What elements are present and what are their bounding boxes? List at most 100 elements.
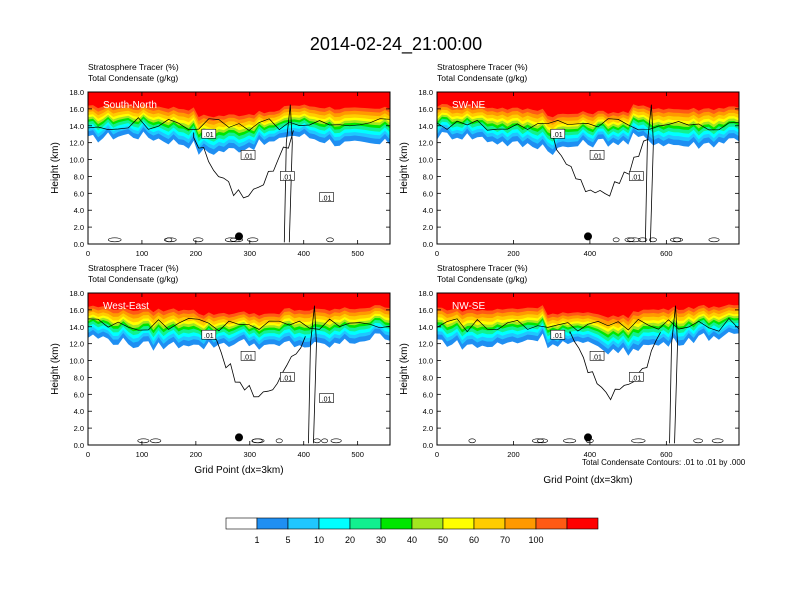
contour-label: .01 <box>201 128 217 139</box>
location-marker <box>235 232 243 241</box>
condensate-contours <box>437 104 739 243</box>
svg-text:.01: .01 <box>592 354 602 361</box>
x-tick-label: 0 <box>86 249 90 258</box>
x-tick-label: 0 <box>435 249 439 258</box>
x-tick-label: 0 <box>86 450 90 459</box>
x-tick-label: 300 <box>244 450 257 459</box>
colorbar-swatch <box>349 517 382 530</box>
svg-text:.01: .01 <box>631 375 641 382</box>
y-tick-label: 14.0 <box>69 122 84 131</box>
svg-text:.01: .01 <box>553 333 563 340</box>
colorbar-label: 40 <box>407 535 417 545</box>
y-tick-label: 10.0 <box>418 357 433 366</box>
y-tick-label: 4.0 <box>74 206 84 215</box>
svg-text:.01: .01 <box>204 333 214 340</box>
condensate-contours <box>88 305 390 444</box>
contour-label: .01 <box>280 171 295 181</box>
location-marker <box>584 433 592 442</box>
y-tick-label: 8.0 <box>74 373 84 382</box>
y-tick-label: 6.0 <box>423 189 433 198</box>
x-tick-label: 400 <box>297 450 310 459</box>
y-axis-label: Height (km) <box>50 343 61 395</box>
contour-label: .01 <box>319 192 334 203</box>
y-tick-label: 18.0 <box>418 289 433 298</box>
y-tick-label: 6.0 <box>423 390 433 399</box>
location-marker <box>584 232 592 241</box>
panel-title-condensate: Total Condensate (g/kg) <box>88 274 178 284</box>
x-tick-label: 300 <box>244 249 257 258</box>
x-tick-label: 400 <box>297 249 310 258</box>
contour-label: .01 <box>319 393 334 404</box>
x-axis-label: Grid Point (dx=3km) <box>194 465 283 476</box>
x-tick-label: 600 <box>660 450 673 459</box>
y-tick-label: 2.0 <box>423 424 433 433</box>
panel-label: South-North <box>103 100 157 111</box>
svg-text:.01: .01 <box>592 153 602 160</box>
colorbar-swatch <box>504 517 537 530</box>
y-tick-label: 12.0 <box>69 139 84 148</box>
svg-text:.01: .01 <box>243 153 253 160</box>
panel-title-tracer: Stratosphere Tracer (%) <box>88 62 179 72</box>
x-tick-label: 500 <box>351 249 364 258</box>
tracer-level-11 <box>437 92 739 118</box>
panel-title-condensate: Total Condensate (g/kg) <box>88 73 178 83</box>
contour-label: .01 <box>589 150 605 160</box>
panel-nw-se: .01 .01 .01 NW-SE Stratosphere Tracer (%)Tot… <box>399 263 740 486</box>
tracer-field <box>437 293 739 445</box>
colorbar-label: 20 <box>345 535 355 545</box>
colorbar-label: 10 <box>314 535 324 545</box>
plot-frame <box>436 292 740 446</box>
x-tick-label: 100 <box>136 249 149 258</box>
x-tick-label: 500 <box>351 450 364 459</box>
colorbar-label: 70 <box>500 535 510 545</box>
x-tick-label: 200 <box>507 249 520 258</box>
tracer-level-11 <box>437 293 739 319</box>
y-tick-label: 10.0 <box>69 357 84 366</box>
y-tick-label: 12.0 <box>418 340 433 349</box>
x-axis-label: Grid Point (dx=3km) <box>543 475 632 486</box>
svg-text:.01: .01 <box>322 397 332 404</box>
y-axis-label: Height (km) <box>399 343 410 395</box>
y-tick-label: 12.0 <box>418 139 433 148</box>
colorbar-swatch <box>535 517 568 530</box>
panel-label: SW-NE <box>452 100 485 111</box>
svg-text:.01: .01 <box>282 174 292 181</box>
contour-label: .01 <box>201 329 217 340</box>
svg-text:.01: .01 <box>553 132 563 139</box>
y-tick-label: 16.0 <box>69 306 84 315</box>
colorbar-swatch <box>256 517 289 530</box>
colorbar-label: 60 <box>469 535 479 545</box>
contour-label: .01 <box>629 372 644 382</box>
y-tick-label: 2.0 <box>74 424 84 433</box>
y-tick-label: 12.0 <box>69 340 84 349</box>
location-marker <box>235 433 243 442</box>
colorbar-label: 50 <box>438 535 448 545</box>
tracer-level-11 <box>88 293 390 316</box>
svg-text:.01: .01 <box>243 354 253 361</box>
tracer-field <box>88 293 390 445</box>
y-tick-label: 16.0 <box>418 105 433 114</box>
svg-text:.01: .01 <box>204 132 214 139</box>
colorbar-swatch <box>318 517 351 530</box>
panel-title-tracer: Stratosphere Tracer (%) <box>437 62 528 72</box>
contour-label: .01 <box>240 150 256 160</box>
tracer-field <box>437 92 739 244</box>
colorbar-swatch <box>442 517 475 530</box>
x-tick-label: 200 <box>190 450 203 459</box>
y-tick-label: 8.0 <box>423 172 433 181</box>
contour-note: Total Condensate Contours: .01 to .01 by… <box>582 458 746 467</box>
y-tick-label: 16.0 <box>418 306 433 315</box>
plot-frame <box>87 91 391 245</box>
contour-label: .01 <box>550 329 566 340</box>
y-axis-label: Height (km) <box>399 142 410 194</box>
contour-label: .01 <box>629 171 644 181</box>
svg-text:.01: .01 <box>322 196 332 203</box>
colorbar-label: 1 <box>254 535 259 545</box>
condensate-contours <box>437 305 739 444</box>
panel-title-tracer: Stratosphere Tracer (%) <box>88 263 179 273</box>
panels-group: .01 .01 .01 .01 South-North Stratosphere Trac… <box>50 62 740 486</box>
y-tick-label: 14.0 <box>418 323 433 332</box>
y-tick-label: 18.0 <box>69 289 84 298</box>
y-tick-label: 16.0 <box>69 105 84 114</box>
